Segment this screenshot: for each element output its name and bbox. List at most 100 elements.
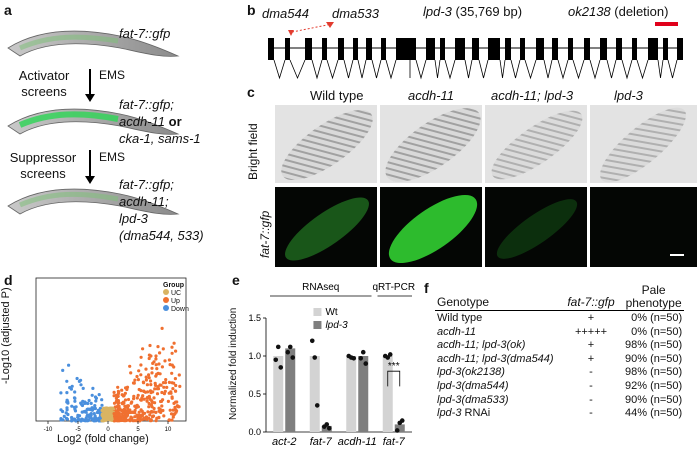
exon: [584, 38, 590, 60]
volcano-point-up: [157, 409, 161, 413]
volcano-point-up: [150, 371, 154, 375]
exon: [648, 38, 658, 60]
volcano-plot: -10 -5 0 5 10: [35, 277, 187, 433]
bar-datapoint: [324, 422, 330, 427]
gfp-cell: +++++: [574, 325, 608, 338]
volcano-point-up: [112, 390, 116, 394]
exon: [616, 38, 622, 60]
genotype-row: lpd-3(dma544) - 92% (n=50): [435, 380, 684, 394]
volcano-point-up: [147, 356, 151, 361]
volcano-point-down: [74, 405, 78, 409]
volcano-point-up: [163, 381, 168, 385]
pale-cell: 44% (n=50): [625, 407, 683, 420]
volcano-point-up: [173, 407, 177, 412]
exon: [677, 38, 683, 60]
intron: [657, 59, 664, 79]
volcano-point-up: [145, 383, 149, 387]
volcano-point-up: [113, 419, 117, 423]
volcano-point-down: [73, 409, 78, 413]
volcano-point-up: [152, 406, 156, 411]
volcano-point-down: [93, 404, 97, 408]
worm-1: [7, 30, 180, 57]
bar-wt: [346, 356, 357, 432]
panel-e-label: e: [232, 272, 240, 288]
bar-datapoint: [273, 357, 279, 363]
volcano-point-up: [154, 363, 158, 367]
volcano-point-uc: [100, 412, 104, 416]
bar-y-tick: 0.5: [248, 389, 261, 399]
volcano-point-up: [170, 418, 174, 422]
intron: [499, 59, 506, 79]
volcano-point-up: [152, 396, 156, 400]
volcano-point-down: [92, 412, 96, 416]
volcano-point-down: [94, 399, 98, 403]
bar-y-tick: 1.5: [248, 313, 261, 323]
volcano-point-up: [164, 378, 168, 382]
exon: [353, 38, 358, 60]
bar-datapoint: [360, 349, 366, 355]
volcano-point-up: [148, 413, 152, 417]
intron: [621, 59, 633, 80]
volcano-x-tick: -10: [44, 427, 53, 433]
volcano-point-down: [70, 384, 74, 388]
strain-fat7-gfp: fat-7::gfp: [119, 26, 171, 41]
volcano-point-up: [147, 405, 151, 409]
volcano-point-down: [61, 418, 65, 422]
pale-cell: 0% (n=50): [631, 312, 683, 324]
header-pale-phenotype: Pale phenotype: [625, 283, 682, 310]
panel-d-label: d: [4, 272, 13, 288]
exon: [568, 38, 573, 60]
genotype-cell: lpd-3(dma533): [437, 393, 509, 406]
header-fat7-gfp: fat-7::gfp: [567, 295, 615, 310]
exon: [505, 38, 511, 60]
volcano-point-down: [87, 398, 91, 403]
volcano-point-down: [61, 409, 65, 414]
volcano-point-down: [90, 393, 94, 397]
genotype-cell: lpd-3 RNAi: [437, 407, 491, 420]
genotype-row: Wild type +0% (n=50): [435, 312, 684, 326]
volcano-point-up: [148, 397, 152, 401]
volcano-point-up: [160, 326, 164, 330]
row-label-bright-field: Bright field: [246, 123, 260, 180]
genotype-cell: lpd-3(ok2138): [437, 366, 505, 379]
exon: [663, 38, 668, 60]
volcano-point-up: [162, 392, 166, 396]
volcano-point-down: [73, 399, 77, 403]
volcano-point-up: [173, 377, 177, 381]
intron: [589, 59, 601, 80]
volcano-point-up: [135, 419, 140, 423]
exon-track: [268, 38, 683, 80]
volcano-xlabel: Log2 (fold change): [57, 433, 149, 445]
intron: [667, 59, 678, 79]
exon: [632, 38, 637, 60]
volcano-point-down: [79, 383, 83, 387]
genotype-table: Genotype fat-7::gfp Pale phenotype Wild t…: [435, 284, 695, 421]
bar-y-tick: 0.0: [248, 427, 261, 437]
gfp-cell: -: [589, 366, 593, 379]
dma544-marker: [288, 30, 294, 36]
volcano-point-up: [112, 412, 116, 416]
volcano-point-up: [121, 415, 125, 419]
volcano-point-up: [137, 369, 141, 373]
volcano-point-down: [62, 414, 66, 418]
bar-chart: 0.0 0.5 1.0 1.5 act-2 fat-7 acdh-11 fat-7 RNAseq…: [248, 282, 415, 448]
pale-cell: 98% (n=50): [625, 366, 683, 379]
volcano-point-up: [139, 363, 143, 367]
volcano-point-up: [144, 415, 148, 419]
volcano-point-down: [89, 413, 93, 417]
volcano-point-down: [92, 407, 96, 411]
volcano-point-up: [140, 413, 144, 418]
scale-bar: [670, 254, 684, 256]
allele-dma544: dma544: [262, 6, 309, 21]
volcano-point-down: [76, 415, 80, 419]
volcano-point-up: [172, 341, 176, 345]
col-header-acdh11: acdh-11: [408, 88, 455, 103]
volcano-point-down: [59, 391, 63, 395]
exon: [426, 38, 435, 60]
intron: [343, 59, 354, 79]
volcano-point-up: [139, 355, 143, 359]
activator-screens-label: Activator screens: [18, 68, 70, 99]
volcano-point-up: [168, 408, 172, 412]
gene-title: lpd-3 (35,769 bp): [423, 4, 523, 19]
volcano-point-up: [128, 364, 132, 368]
